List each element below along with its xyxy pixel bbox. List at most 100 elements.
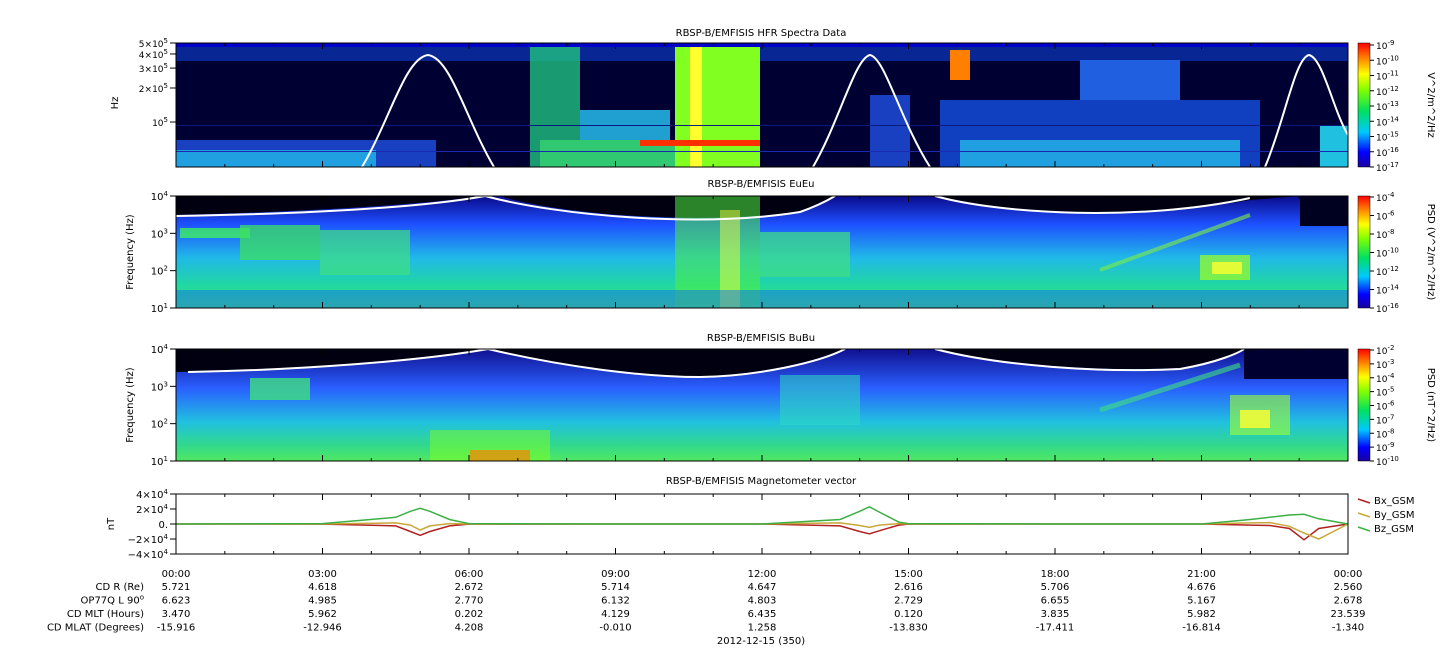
hfr-ylabel: Hz xyxy=(110,97,121,110)
eueu-ytick-label: 104 xyxy=(151,190,169,203)
ephemeris-value: 0.120 xyxy=(894,609,923,620)
mag-series-by-gsm xyxy=(176,521,1349,540)
hfr-ytick-label: 105 xyxy=(152,116,168,129)
hfr-ytick-label: 3×105 xyxy=(139,62,168,75)
legend-swatch xyxy=(1357,498,1371,504)
ephemeris-value: 2.729 xyxy=(894,596,923,607)
eueu-colorbar: 10-4 10-6 10-8 10-10 10-12 10-14 10-16 PSD (V^… xyxy=(1357,191,1436,315)
hfr-cbar-tick-label: 10-10 xyxy=(1376,54,1399,67)
bubu-spectrogram xyxy=(176,349,1348,461)
eueu-colorbar-scale xyxy=(1357,195,1371,309)
hfr-ytick-label: 5×105 xyxy=(139,37,168,50)
eueu-colorbar-label: PSD (V^2/m^2/Hz) xyxy=(1425,204,1436,301)
ephemeris-value: 6.655 xyxy=(1041,596,1070,607)
bubu-colorbar-label: PSD (nT^2/Hz) xyxy=(1425,368,1436,442)
ephemeris-value: -15.916 xyxy=(157,623,196,634)
bubu-white-curve-1 xyxy=(187,348,489,373)
ephemeris-value: 4.618 xyxy=(308,582,337,593)
ephemeris-value: 6.623 xyxy=(162,596,191,607)
hfr-cbar-tick-label: 10-12 xyxy=(1376,85,1399,98)
legend-swatch xyxy=(1357,512,1371,518)
bubu-cbar-tick-label: 10-10 xyxy=(1376,455,1399,468)
time-axis-label: 00:00 xyxy=(162,569,191,580)
bubu-cbar-tick-label: 10-3 xyxy=(1376,358,1394,371)
bubu-ytick-label: 104 xyxy=(151,343,169,356)
date-label: 2012-12-15 (350) xyxy=(717,636,805,647)
ephemeris-value: 2.770 xyxy=(455,596,484,607)
ephemeris-value: 5.982 xyxy=(1187,609,1216,620)
hfr-white-curve-2 xyxy=(812,53,931,168)
eueu-ylabel: Frequency (Hz) xyxy=(125,214,136,290)
ephemeris-value: 1.258 xyxy=(748,623,777,634)
bubu-colorbar: 10-210-310-410-510-610-710-810-910-10 PS… xyxy=(1357,344,1436,468)
ephemeris-row-label: CD MLT (Hours) xyxy=(67,609,144,620)
bubu-panel: RBSP-B/EMFISIS BuBu Frequency (Hz) 104 10… xyxy=(125,333,1436,468)
mag-ytick-label: 4×104 xyxy=(136,488,168,501)
eueu-ytick-label: 102 xyxy=(151,265,168,278)
time-axis-label: 09:00 xyxy=(601,569,630,580)
eueu-cbar-tick-label: 10-16 xyxy=(1376,302,1399,315)
eueu-yaxis: Frequency (Hz) 104 103 102 101 xyxy=(125,190,176,315)
bubu-cbar-tick-label: 10-2 xyxy=(1376,344,1394,357)
ephemeris-row-label: CD R (Re) xyxy=(96,582,145,593)
bubu-white-curve-3 xyxy=(934,348,1245,372)
hfr-colorbar-scale xyxy=(1357,42,1371,168)
ephemeris-value: 2.560 xyxy=(1334,582,1363,593)
eueu-cbar-tick-label: 10-8 xyxy=(1376,228,1394,241)
eueu-ytick-label: 101 xyxy=(151,302,168,315)
bubu-white-curve-2 xyxy=(487,348,846,379)
ephemeris-value: 4.129 xyxy=(601,609,630,620)
ephemeris-value: 5.167 xyxy=(1187,596,1216,607)
mag-yaxis: nT 4×104 2×104 0. −2×104 −4×104 xyxy=(106,488,176,561)
hfr-spectrogram xyxy=(176,43,1348,167)
hfr-panel: RBSP-B/EMFISIS HFR Spectra Data xyxy=(110,28,1436,174)
eueu-white-curve-1 xyxy=(175,195,486,217)
mag-series-bz-gsm xyxy=(175,505,1349,525)
bubu-cbar-tick-label: 10-8 xyxy=(1376,427,1394,440)
ephemeris-value: 23.539 xyxy=(1331,609,1366,620)
time-axis-label: 00:00 xyxy=(1334,569,1363,580)
ephemeris-value: -12.946 xyxy=(303,623,342,634)
hfr-colorbar-label: V^2/m^2/Hz xyxy=(1425,72,1436,138)
legend-entry: Bx_GSM xyxy=(1374,496,1415,507)
ephemeris-value: 6.132 xyxy=(601,596,630,607)
hfr-ytick-label: 4×105 xyxy=(139,48,168,61)
ephemeris-value: 2.678 xyxy=(1334,596,1363,607)
ephemeris-value: 4.803 xyxy=(748,596,777,607)
hfr-cbar-tick-label: 10-15 xyxy=(1376,131,1399,144)
ephemeris-value: 4.676 xyxy=(1187,582,1216,593)
hfr-white-curve-3 xyxy=(1264,53,1349,168)
eueu-white-curve-3 xyxy=(934,195,1251,214)
mag-series-bx-gsm xyxy=(175,523,1349,541)
mag-ytick-label: −4×104 xyxy=(128,548,169,561)
mag-ytick-label: 2×104 xyxy=(136,503,168,516)
legend-swatch xyxy=(1357,526,1371,532)
ephemeris-value: -13.830 xyxy=(889,623,928,634)
bubu-cbar-tick-label: 10-6 xyxy=(1376,400,1395,413)
bubu-yaxis: Frequency (Hz) 104 103 102 101 xyxy=(125,343,176,468)
ephemeris-value: -1.340 xyxy=(1332,623,1364,634)
mag-ylabel: nT xyxy=(106,517,117,530)
hfr-white-curve-1 xyxy=(361,53,495,168)
ephemeris-value: 4.208 xyxy=(455,623,484,634)
bubu-colorbar-scale xyxy=(1357,348,1371,462)
bubu-ylabel: Frequency (Hz) xyxy=(125,367,136,443)
time-axis-label: 12:00 xyxy=(748,569,777,580)
ephemeris-value: 3.835 xyxy=(1041,609,1070,620)
hfr-cbar-tick-label: 10-11 xyxy=(1376,70,1399,83)
time-axis-label: 06:00 xyxy=(455,569,484,580)
mag-series-lines xyxy=(175,505,1349,541)
eueu-panel: RBSP-B/EMFISIS EuEu Frequency (Hz) 104 10… xyxy=(125,179,1436,315)
hfr-cbar-tick-label: 10-16 xyxy=(1376,146,1399,159)
ephemeris-value: 5.962 xyxy=(308,609,337,620)
eueu-title: RBSP-B/EMFISIS EuEu xyxy=(707,179,814,190)
bubu-cbar-tick-label: 10-4 xyxy=(1376,372,1395,385)
hfr-cbar-tick-label: 10-17 xyxy=(1376,161,1399,174)
bubu-title: RBSP-B/EMFISIS BuBu xyxy=(707,333,815,344)
time-axis-ticks: 00:00 03:00 06:00 09:00 12:00 15:00 18:00 21:00… xyxy=(162,43,1363,580)
eueu-ytick-label: 103 xyxy=(151,227,168,240)
eueu-cbar-tick-label: 10-4 xyxy=(1376,191,1395,204)
time-axis-label: 21:00 xyxy=(1187,569,1216,580)
hfr-cbar-tick-label: 10-9 xyxy=(1376,39,1394,52)
